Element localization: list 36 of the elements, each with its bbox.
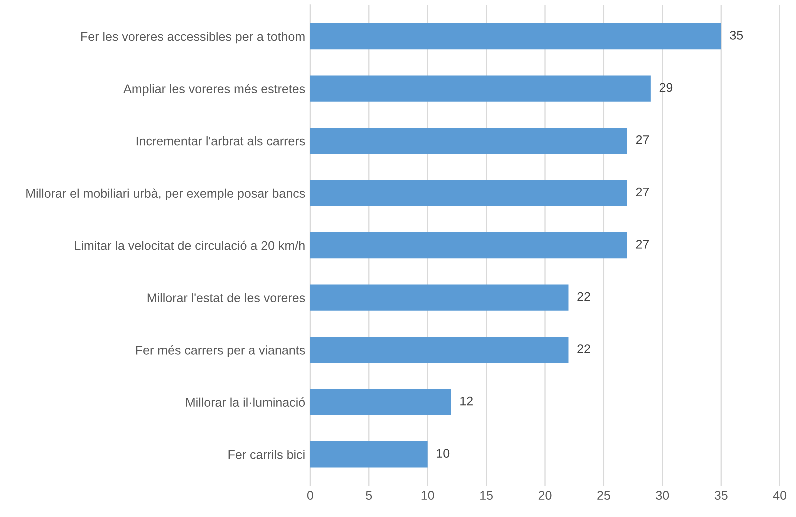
y-tick-label: Incrementar l'arbrat als carrers <box>136 136 306 146</box>
y-tick-label: Fer les voreres accessibles per a tothom <box>82 32 305 44</box>
data-label: 29 <box>660 83 673 92</box>
data-label: 12 <box>460 396 473 406</box>
x-tick-label: 20 <box>538 491 552 500</box>
x-tick-label: 30 <box>656 491 670 500</box>
data-label: 27 <box>636 188 650 197</box>
y-tick-label: Limitar la velocitat de circulació a 20 km/h <box>75 240 305 250</box>
y-tick-label: Millorar l'estat de les voreres <box>148 293 306 302</box>
y-tick-label: Millorar la il·luminació <box>186 398 306 408</box>
data-label: 22 <box>578 344 590 354</box>
x-tick-label: 5 <box>366 491 372 500</box>
x-tick-label: 25 <box>598 491 610 500</box>
bar <box>310 442 428 468</box>
data-label: 35 <box>730 31 744 40</box>
x-tick-label: 0 <box>307 491 314 500</box>
bar <box>310 128 628 154</box>
bar <box>310 180 628 206</box>
bar <box>310 284 569 311</box>
bar <box>310 232 628 259</box>
data-label: 27 <box>636 240 650 249</box>
y-tick-label: Fer més carrers per a vianants <box>136 345 306 358</box>
x-tick-label: 35 <box>714 491 728 500</box>
x-tick-label: 10 <box>422 491 434 500</box>
bar <box>310 76 651 102</box>
y-tick-label: Millorar el mobiliari urbà, per exemple posar bancs <box>26 188 306 201</box>
data-label: 10 <box>437 449 450 458</box>
data-label: 22 <box>578 292 590 302</box>
y-tick-label: Fer carrils bici <box>228 450 305 460</box>
bar <box>310 337 569 364</box>
bar <box>310 389 452 416</box>
data-label: 27 <box>636 136 650 144</box>
bar <box>310 23 722 50</box>
x-tick-label: 40 <box>773 491 787 500</box>
x-tick-label: 15 <box>480 491 493 500</box>
y-tick-label: Ampliar les voreres més estretes <box>124 84 306 96</box>
